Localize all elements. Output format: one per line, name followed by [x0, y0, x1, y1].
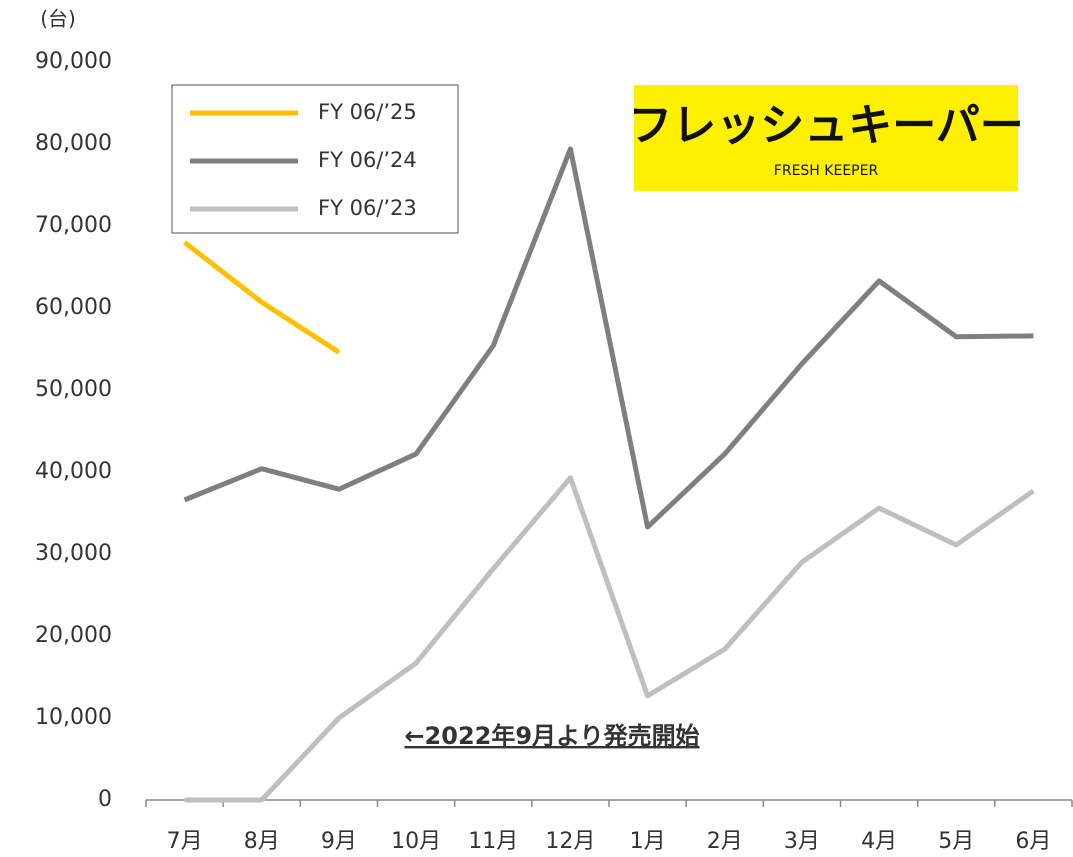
legend-label: FY 06/’25	[318, 100, 417, 124]
annotation: ←2022年9月より発売開始	[404, 722, 699, 750]
x-tick-label: 2月	[707, 829, 743, 854]
x-tick-label: 11月	[468, 829, 518, 854]
x-tick-label: 6月	[1015, 829, 1051, 854]
y-tick-label: 0	[98, 787, 112, 812]
x-tick-label: 5月	[938, 829, 974, 854]
y-tick-label: 60,000	[35, 295, 112, 320]
logo-box	[634, 85, 1018, 191]
legend-label: FY 06/’23	[318, 196, 417, 220]
y-tick-label: 90,000	[35, 49, 112, 74]
y-tick-label: 30,000	[35, 541, 112, 566]
series-line	[184, 475, 1035, 803]
y-tick-label: 80,000	[35, 131, 112, 156]
x-tick-label: 7月	[167, 829, 203, 854]
x-tick-label: 10月	[391, 829, 441, 854]
y-tick-label: 10,000	[35, 705, 112, 730]
x-tick-label: 3月	[784, 829, 820, 854]
y-tick-label: 20,000	[35, 623, 112, 648]
x-tick-label: 4月	[861, 829, 897, 854]
x-tick-label: 12月	[545, 829, 595, 854]
unit-label: (台)	[40, 7, 76, 31]
x-tick-label: 9月	[321, 829, 357, 854]
y-tick-label: 70,000	[35, 213, 112, 238]
logo-subtitle: FRESH KEEPER	[774, 163, 879, 179]
logo-title: フレッシュキーパー	[628, 100, 1024, 151]
x-tick-label: 8月	[244, 829, 280, 854]
legend-label: FY 06/’24	[318, 148, 417, 172]
series-line	[183, 240, 341, 355]
series-line	[183, 146, 1034, 530]
y-tick-label: 40,000	[35, 459, 112, 484]
x-tick-label: 1月	[630, 829, 666, 854]
y-tick-label: 50,000	[35, 377, 112, 402]
